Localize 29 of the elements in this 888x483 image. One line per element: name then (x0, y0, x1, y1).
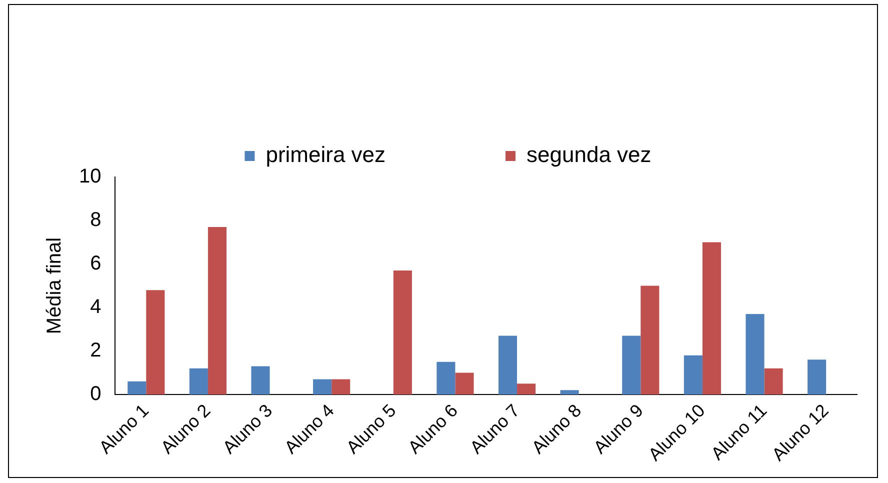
bar (498, 336, 518, 394)
y-tick-label: 10 (78, 166, 102, 188)
bar (622, 336, 641, 394)
bar (313, 379, 332, 394)
bar (640, 286, 660, 394)
bar (517, 384, 536, 394)
y-axis-title: Média final (44, 237, 66, 334)
legend-label: primeira vez (266, 142, 386, 168)
bar (455, 372, 474, 394)
y-tick-label: 0 (90, 382, 102, 405)
y-tick-label: 6 (90, 252, 102, 275)
bar (128, 381, 146, 394)
y-tick-label: 8 (90, 209, 102, 232)
bar (189, 368, 208, 394)
bar (332, 379, 350, 394)
bar (251, 366, 270, 394)
bar (393, 270, 412, 394)
y-tick-label: 2 (90, 340, 102, 362)
legend-label: segunda vez (526, 142, 652, 168)
bar (146, 290, 165, 394)
bar (764, 368, 783, 394)
bar (208, 227, 227, 394)
bar (808, 360, 826, 394)
bar (702, 242, 722, 394)
y-tick-label: 4 (90, 296, 102, 318)
bar (436, 362, 456, 394)
bar (560, 390, 579, 394)
bar (684, 355, 702, 394)
bar (746, 314, 764, 394)
